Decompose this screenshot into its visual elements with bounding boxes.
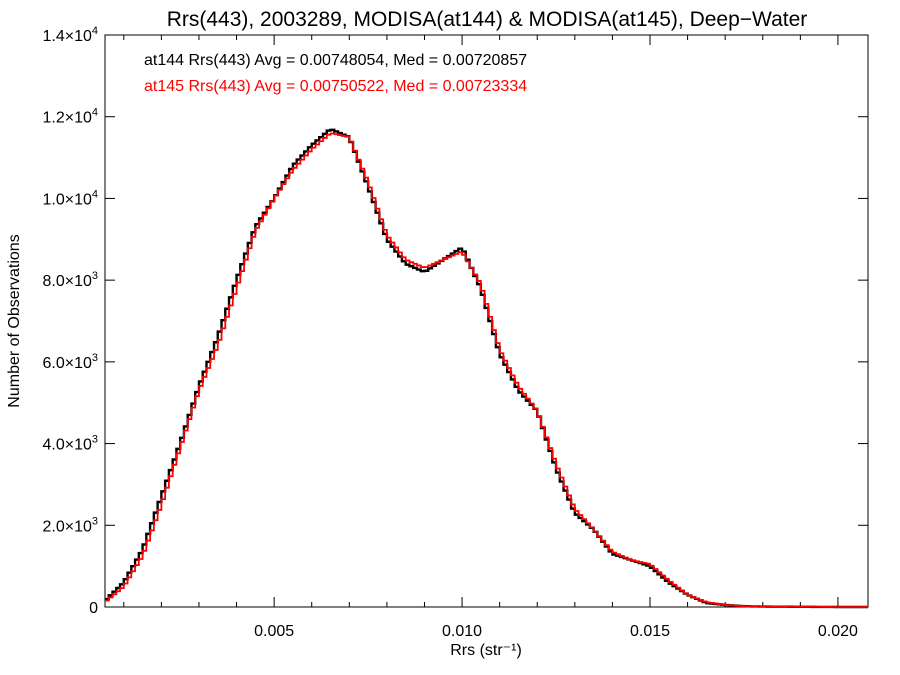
x-axis-label: Rrs (str⁻¹)	[450, 642, 522, 659]
y-axis-label: Number of Observations	[6, 234, 23, 407]
plot-frame	[104, 34, 869, 608]
x-tick-label: 0.015	[630, 623, 670, 640]
y-tick-label: 0	[89, 600, 98, 617]
legend-label-at144: at144 Rrs(443) Avg = 0.00748054, Med = 0…	[144, 52, 527, 69]
y-tick-label: 1.4×104	[42, 25, 98, 45]
y-tick-label: 1.2×104	[42, 107, 98, 127]
y-tick-label: 8.0×103	[42, 270, 98, 290]
chart-title: Rrs(443), 2003289, MODISA(at144) & MODIS…	[167, 8, 808, 31]
y-tick-label: 2.0×103	[42, 515, 98, 535]
x-tick-label: 0.020	[818, 623, 858, 640]
legend-label-at145: at145 Rrs(443) Avg = 0.00750522, Med = 0…	[144, 78, 527, 95]
y-tick-label: 6.0×103	[42, 352, 98, 372]
y-axis: 0 2.0×103 4.0×103 6.0×103 8.0×103 1.0×104 1.2×…	[42, 25, 868, 617]
series-line-at144	[105, 128, 868, 609]
x-tick-label: 0.010	[442, 623, 482, 640]
x-axis: 0.005 0.010 0.015 0.020	[123, 35, 858, 640]
y-tick-label: 4.0×103	[42, 434, 98, 454]
series-group	[105, 128, 868, 609]
series-line-at145	[105, 132, 868, 608]
y-tick-label: 1.0×104	[42, 188, 98, 208]
x-tick-label: 0.005	[254, 623, 294, 640]
